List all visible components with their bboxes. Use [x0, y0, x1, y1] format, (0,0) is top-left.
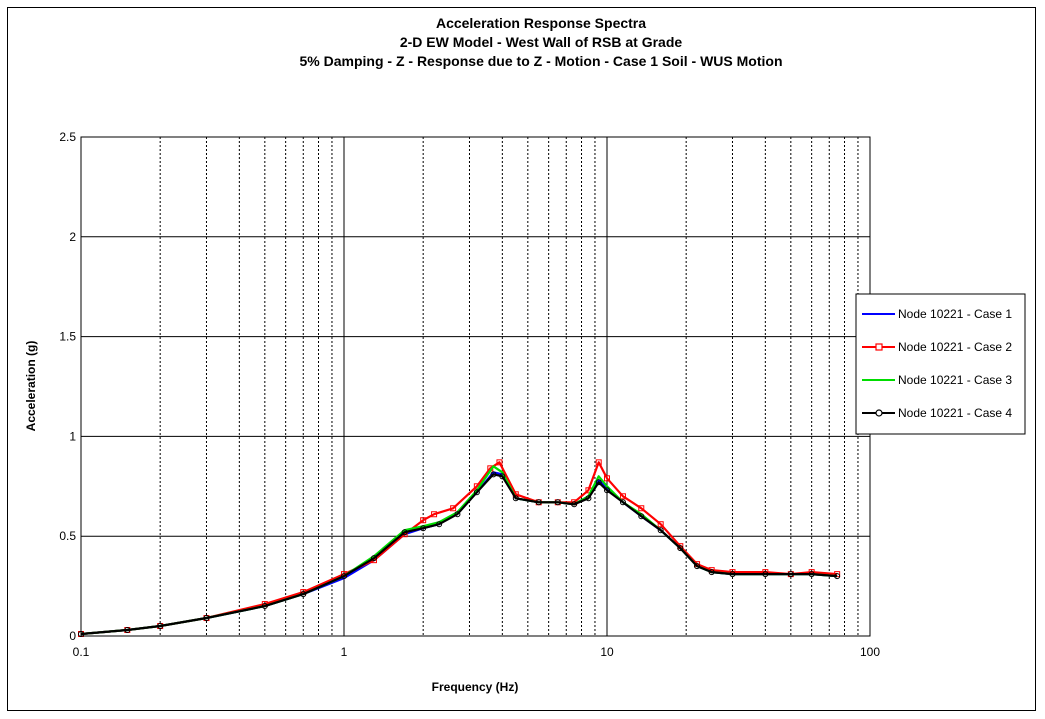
data-point: [436, 521, 443, 528]
legend-marker: [875, 343, 883, 351]
x-tick-label: 100: [860, 645, 880, 659]
data-point: [370, 555, 377, 562]
legend-marker: [875, 409, 883, 417]
data-point: [157, 623, 164, 630]
data-point: [638, 505, 645, 512]
legend-label: Node 10221 - Case 1: [898, 307, 1012, 321]
y-tick-labels: 0 0.5 1 1.5 2 2.5: [59, 130, 76, 643]
data-point: [834, 573, 841, 580]
data-point: [203, 615, 210, 622]
response-spectra-chart: Acceleration Response Spectra 2-D EW Mod…: [24, 15, 1026, 694]
data-point: [261, 603, 268, 610]
legend-label: Node 10221 - Case 4: [898, 406, 1012, 420]
legend-item: Node 10221 - Case 1: [862, 307, 1012, 321]
legend-box: [855, 293, 1026, 435]
y-tick-label: 0.5: [59, 529, 76, 543]
data-point: [677, 545, 684, 552]
data-point: [401, 529, 408, 536]
data-point: [535, 499, 542, 506]
data-point: [473, 489, 480, 496]
legend-item: Node 10221 - Case 3: [862, 373, 1012, 387]
y-tick-label: 1: [69, 429, 76, 443]
legend-item: Node 10221 - Case 2: [862, 340, 1012, 354]
data-point: [595, 479, 602, 486]
data-point: [454, 511, 461, 518]
x-tick-labels: 0.1 1 10 100: [73, 645, 881, 659]
data-point: [619, 499, 626, 506]
x-tick-label: 0.1: [73, 645, 90, 659]
data-point: [657, 527, 664, 534]
title-line-2: 2-D EW Model - West Wall of RSB at Grade: [400, 34, 683, 50]
data-point: [657, 521, 664, 528]
title-line-3: 5% Damping - Z - Response due to Z - Mot…: [300, 53, 783, 69]
legend-label: Node 10221 - Case 3: [898, 373, 1012, 387]
data-point: [708, 569, 715, 576]
x-tick-label: 1: [341, 645, 348, 659]
y-tick-label: 0: [69, 629, 76, 643]
data-point: [619, 493, 626, 500]
x-axis-title: Frequency (Hz): [432, 680, 519, 694]
x-tick-label: 10: [600, 645, 614, 659]
data-point: [512, 495, 519, 502]
data-point: [604, 487, 610, 494]
y-tick-label: 2: [69, 230, 76, 244]
data-point: [595, 459, 602, 466]
data-point: [604, 475, 610, 482]
chart-title: Acceleration Response Spectra 2-D EW Mod…: [300, 15, 783, 69]
data-point: [694, 563, 701, 570]
data-point: [450, 505, 457, 512]
data-point: [571, 501, 578, 508]
y-tick-label: 1.5: [59, 330, 76, 344]
data-point: [499, 473, 506, 480]
data-point: [585, 495, 592, 502]
data-point: [420, 525, 427, 532]
data-point: [496, 459, 503, 466]
plot-area: [81, 137, 870, 636]
data-point: [124, 627, 131, 634]
data-point: [638, 513, 645, 520]
data-point: [787, 571, 794, 578]
legend: Node 10221 - Case 1 Node 10221 - Case 2 No…: [855, 293, 1026, 435]
series-4: [78, 471, 841, 638]
data-point: [341, 573, 347, 580]
data-point: [431, 511, 438, 518]
title-line-1: Acceleration Response Spectra: [436, 15, 646, 31]
data-point: [300, 591, 307, 598]
data-point: [554, 499, 561, 506]
series-layer: [78, 459, 841, 638]
y-axis-title: Acceleration (g): [24, 341, 38, 432]
data-point: [729, 571, 736, 578]
data-point: [834, 571, 841, 578]
series-line: [80, 473, 838, 636]
data-point: [420, 517, 427, 524]
legend-item: Node 10221 - Case 4: [862, 406, 1012, 420]
data-point: [808, 571, 815, 578]
chart-frame: Acceleration Response Spectra 2-D EW Mod…: [7, 7, 1036, 711]
legend-label: Node 10221 - Case 2: [898, 340, 1012, 354]
data-point: [490, 471, 497, 478]
y-tick-label: 2.5: [59, 130, 76, 144]
data-point: [762, 571, 769, 578]
